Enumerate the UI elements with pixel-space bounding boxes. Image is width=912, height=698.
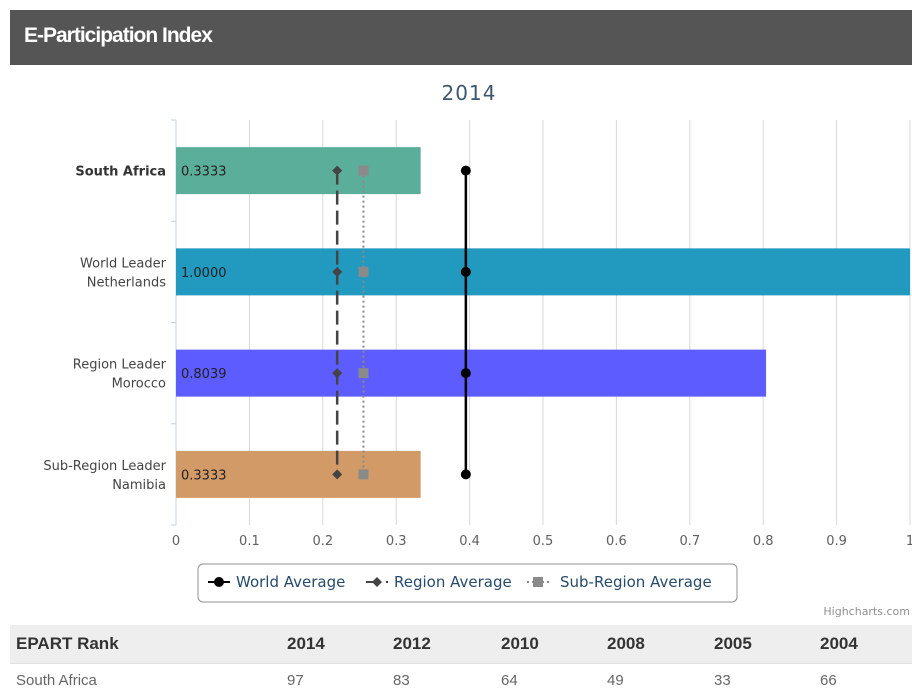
table-cell-2008: 49 xyxy=(607,672,624,689)
legend-label-0: World Average xyxy=(236,573,345,591)
bar-2 xyxy=(176,349,767,397)
bar-0 xyxy=(176,147,421,195)
table-header-row: EPART Rank 2014 2012 2010 2008 2005 2004 xyxy=(10,625,912,663)
chart-title: 2014 xyxy=(442,81,497,105)
table-cell-country: South Africa xyxy=(16,672,97,689)
table-header-2005: 2005 xyxy=(714,634,752,653)
series-2-marker-1 xyxy=(358,266,369,277)
e-participation-chart: 2014 0 0.1 0.2 0.3 0.4 0.5 0.6 0.7 0.8 0.9 1 0.3333 S… xyxy=(43,81,912,603)
bar-1 xyxy=(176,248,910,296)
legend-box xyxy=(197,563,738,603)
x-tick-label-2: 0.2 xyxy=(312,534,333,549)
table-header-2004: 2004 xyxy=(820,634,858,653)
x-tick-label-6: 0.6 xyxy=(606,534,627,549)
series-2-marker-3 xyxy=(358,469,369,480)
epart-rank-table: EPART Rank 2014 2012 2010 2008 2005 2004… xyxy=(10,625,912,698)
x-tick-label-8: 0.8 xyxy=(753,534,774,549)
series-1-marker-3 xyxy=(332,469,343,480)
bar-value-label-1: 1.0000 xyxy=(181,266,227,281)
table-cell-2014: 97 xyxy=(287,672,304,689)
series-0-marker-1 xyxy=(460,266,471,277)
panel-title: E-Participation Index xyxy=(24,24,213,47)
x-tick-label-5: 0.5 xyxy=(533,534,554,549)
bar-3 xyxy=(176,450,421,498)
legend-marker-1 xyxy=(372,577,382,587)
x-tick-label-3: 0.3 xyxy=(386,534,407,549)
bar-value-label-0: 0.3333 xyxy=(181,165,227,180)
bar-value-label-3: 0.3333 xyxy=(181,468,227,483)
series-0-marker-0 xyxy=(460,165,471,176)
table-cell-2004: 66 xyxy=(820,672,837,689)
legend-marker-2 xyxy=(533,577,543,587)
table-header-2014: 2014 xyxy=(287,634,325,653)
table-cell-2005: 33 xyxy=(714,672,731,689)
category-label-2-1: Morocco xyxy=(112,377,166,392)
table-header-2008: 2008 xyxy=(607,634,645,653)
category-label-3-1: Namibia xyxy=(112,478,166,493)
table-row: South Africa 97 83 64 49 33 66 xyxy=(10,663,912,698)
table-cell-2012: 83 xyxy=(393,672,410,689)
table-cell-2010: 64 xyxy=(501,672,518,689)
series-1-marker-0 xyxy=(332,165,343,176)
category-label-1-1: Netherlands xyxy=(87,275,166,290)
series-0-marker-2 xyxy=(460,368,471,379)
category-label-0-0: South Africa xyxy=(75,165,166,180)
series-1-marker-2 xyxy=(332,368,343,379)
x-tick-label-0: 0 xyxy=(172,534,180,549)
category-label-2-0: Region Leader xyxy=(73,358,167,373)
series-0-marker-3 xyxy=(460,469,471,480)
table-header-2010: 2010 xyxy=(501,634,539,653)
series-1-marker-1 xyxy=(332,266,343,277)
category-label-1-0: World Leader xyxy=(80,256,167,271)
bar-value-label-2: 0.8039 xyxy=(181,367,227,382)
x-tick-label-1: 0.1 xyxy=(239,534,260,549)
table-header-label: EPART Rank xyxy=(16,634,119,653)
x-tick-label-7: 0.7 xyxy=(679,534,700,549)
highcharts-credits[interactable]: Highcharts.com xyxy=(823,605,910,618)
legend-marker-0 xyxy=(214,577,224,587)
x-tick-label-4: 0.4 xyxy=(459,534,480,549)
legend-label-2: Sub-Region Average xyxy=(560,573,712,591)
category-label-3-0: Sub-Region Leader xyxy=(43,459,166,474)
series-2-marker-0 xyxy=(358,165,369,176)
x-tick-label-9: 0.9 xyxy=(826,534,847,549)
panel-header: E-Participation Index xyxy=(10,10,912,65)
x-tick-label-10: 1 xyxy=(906,534,912,549)
series-2-marker-2 xyxy=(358,368,369,379)
table-header-2012: 2012 xyxy=(393,634,431,653)
legend-label-1: Region Average xyxy=(394,573,512,591)
